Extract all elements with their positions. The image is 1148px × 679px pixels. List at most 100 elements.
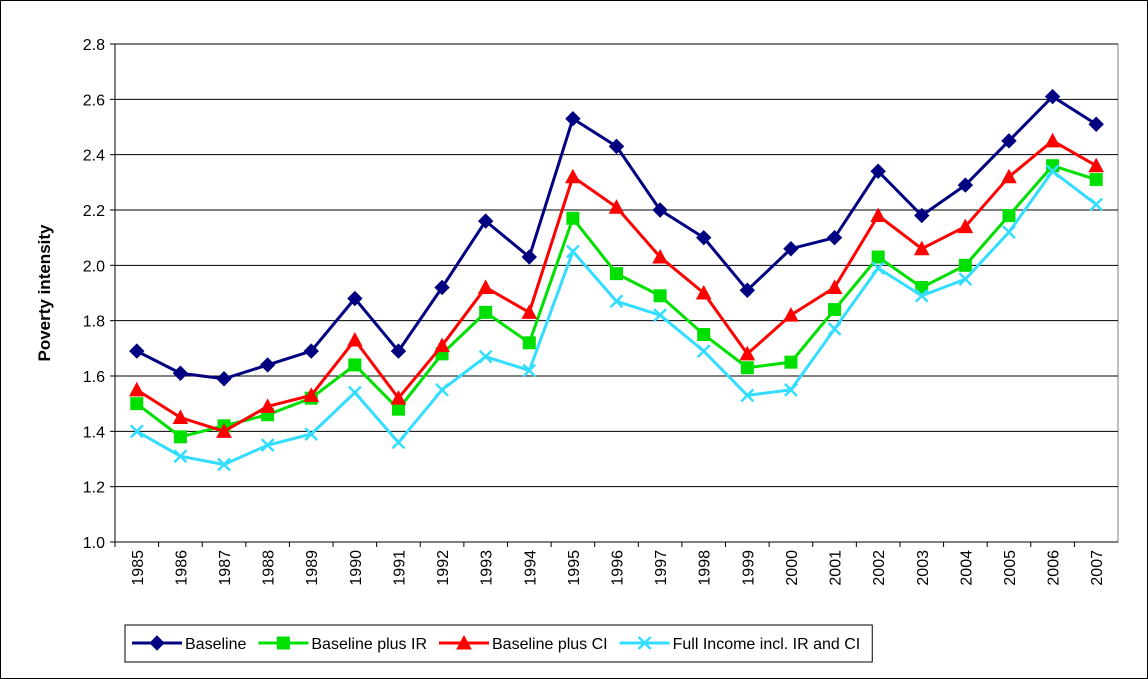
marker: [784, 382, 798, 397]
x-tick-label: 1989: [304, 550, 321, 586]
marker: [783, 241, 799, 257]
marker: [914, 288, 929, 303]
marker: [913, 240, 930, 256]
y-tick-label: 2.0: [83, 258, 105, 275]
marker: [784, 355, 798, 369]
legend-label: Baseline plus IR: [311, 636, 427, 653]
marker: [958, 258, 972, 272]
y-tick-label: 1.6: [83, 369, 105, 386]
marker: [565, 168, 581, 184]
marker: [566, 244, 580, 259]
y-tick-label: 2.2: [83, 203, 105, 220]
marker: [697, 328, 711, 341]
marker: [566, 211, 580, 225]
marker: [652, 248, 668, 264]
x-tick-label: 1992: [435, 550, 452, 586]
marker: [653, 308, 667, 323]
x-tick-label: 2003: [915, 550, 932, 586]
marker: [276, 636, 290, 650]
marker: [695, 284, 712, 300]
marker: [957, 177, 974, 193]
marker: [1001, 168, 1017, 184]
marker: [870, 163, 886, 179]
marker: [259, 357, 276, 373]
plot-area: [114, 43, 1119, 543]
marker: [608, 138, 625, 155]
marker: [828, 303, 842, 317]
marker: [479, 305, 493, 319]
x-tick-label: 2007: [1089, 550, 1106, 586]
marker: [217, 457, 231, 472]
marker: [1088, 116, 1104, 132]
marker: [456, 634, 472, 650]
marker: [129, 343, 145, 359]
marker: [1002, 209, 1016, 223]
marker: [1044, 132, 1061, 148]
marker: [958, 272, 973, 287]
marker: [739, 282, 756, 298]
y-tick-label: 1.2: [83, 480, 105, 497]
x-tick-label: 2000: [784, 550, 801, 586]
marker: [259, 398, 276, 413]
marker: [870, 207, 886, 223]
marker: [915, 280, 929, 294]
marker: [348, 358, 362, 372]
marker: [914, 207, 930, 224]
marker: [172, 409, 189, 424]
marker: [347, 290, 363, 307]
marker: [740, 361, 754, 375]
x-tick-label: 2005: [1002, 550, 1019, 586]
marker: [1045, 164, 1060, 179]
marker: [477, 279, 494, 294]
x-tick-label: 1986: [173, 550, 190, 586]
marker: [390, 390, 407, 405]
marker: [1002, 225, 1016, 240]
x-tick-label: 1987: [217, 550, 234, 586]
marker: [304, 427, 319, 441]
x-tick-label: 1996: [610, 550, 627, 586]
marker: [477, 213, 494, 229]
marker: [391, 435, 406, 450]
marker: [696, 344, 711, 358]
marker: [739, 345, 756, 361]
marker: [128, 381, 145, 397]
y-axis-title: Poverty intensity: [35, 224, 54, 362]
marker: [827, 322, 842, 336]
x-tick-label: 1995: [566, 550, 583, 586]
marker: [435, 382, 449, 397]
marker: [391, 402, 405, 416]
marker: [434, 279, 450, 296]
x-tick-label: 1994: [522, 550, 539, 586]
marker: [347, 385, 362, 400]
marker: [129, 424, 144, 439]
x-tick-label: 1997: [653, 550, 670, 586]
legend-label: Baseline: [185, 636, 246, 653]
legend-label: Full Income incl. IR and CI: [673, 636, 861, 653]
marker: [826, 279, 843, 294]
marker: [478, 349, 493, 364]
marker: [637, 636, 652, 650]
marker: [783, 307, 799, 322]
marker: [130, 397, 144, 411]
legend-box: [124, 624, 873, 663]
x-tick-label: 1999: [740, 550, 757, 586]
marker: [522, 336, 536, 350]
marker: [609, 294, 624, 309]
x-tick-label: 1998: [697, 550, 714, 586]
marker: [608, 199, 625, 214]
legend-label: Baseline plus CI: [492, 636, 608, 653]
marker: [173, 430, 187, 444]
marker: [957, 218, 974, 234]
marker: [521, 304, 538, 319]
marker: [740, 388, 755, 403]
marker: [390, 343, 407, 359]
marker: [565, 110, 581, 127]
x-tick-label: 1991: [391, 550, 408, 586]
legend: Baseline Baseline plus IR Baseline plus CI…: [124, 624, 873, 663]
x-tick-label: 1990: [348, 550, 365, 586]
marker: [1044, 88, 1061, 105]
x-tick-label: 1993: [479, 550, 496, 586]
x-tick-label: 1988: [261, 550, 278, 586]
marker: [149, 635, 165, 651]
